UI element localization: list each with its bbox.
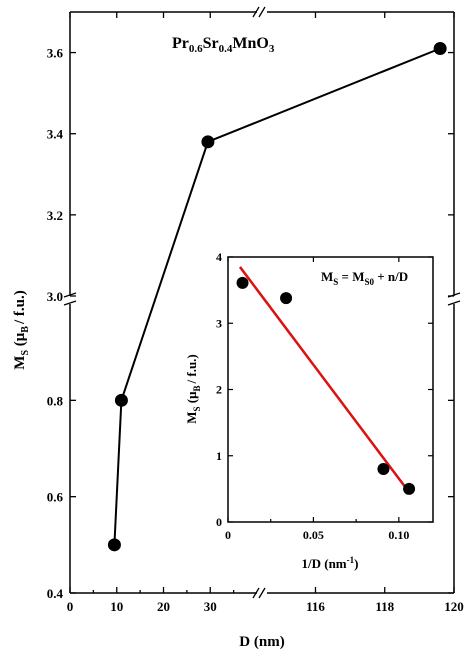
inset-points <box>236 276 416 495</box>
x-tick-label-116: 116 <box>306 599 325 614</box>
inset-x-tick-label-0.05: 0.05 <box>303 528 324 542</box>
x-tick-label-0: 0 <box>67 599 74 614</box>
inset-x-axis-label: 1/D (nm-1) <box>302 555 359 571</box>
main-series-points <box>107 42 447 552</box>
axis-breaks <box>63 6 461 599</box>
y-tick-label-0.6: 0.6 <box>47 490 64 505</box>
y-axis-label: MS (μB/ f.u.) <box>12 290 31 369</box>
inset-y-tick-label-4: 4 <box>216 250 222 264</box>
inset-x-tick-label-0.10: 0.10 <box>388 528 409 542</box>
chart-title: Pr0.6Sr0.4MnO3 <box>172 35 275 55</box>
x-tick-label-120: 120 <box>444 599 464 614</box>
inset-fit-line <box>238 266 411 493</box>
y-tick-label-0.8: 0.8 <box>47 393 64 408</box>
y-tick-label-3.2: 3.2 <box>47 208 63 223</box>
y-tick-label-3.0: 3.0 <box>47 289 63 304</box>
main-data-point <box>114 393 128 407</box>
x-tick-label-118: 118 <box>375 599 394 614</box>
inset-y-tick-label-1: 1 <box>216 449 222 463</box>
break-bottom <box>252 587 266 599</box>
inset-y-axis-label: MS (μB/ f.u.) <box>184 354 202 424</box>
inset-data-point <box>377 463 390 475</box>
x-axis-label: D (nm) <box>239 634 284 650</box>
x-tick-label-20: 20 <box>157 599 170 614</box>
inset-ticks <box>227 256 433 523</box>
inset-plot: 0 0.05 0.10 0 1 2 3 4 MS = MS0 + n/D 1/D (nm-1)… <box>184 250 434 571</box>
main-series <box>107 42 447 552</box>
inset-y-tick-label-3: 3 <box>216 316 222 330</box>
main-ticks <box>69 12 455 594</box>
inset-annotation: MS = MS0 + n/D <box>321 269 408 287</box>
main-data-point <box>107 538 121 552</box>
x-tick-label-10: 10 <box>110 599 123 614</box>
inset-y-tick-label-0: 0 <box>216 515 222 529</box>
inset-tick-labels: 0 0.05 0.10 0 1 2 3 4 <box>216 250 409 542</box>
inset-y-tick-label-2: 2 <box>216 383 222 397</box>
inset-x-tick-label-0: 0 <box>225 528 231 542</box>
break-left <box>63 292 77 306</box>
main-data-point <box>433 42 447 56</box>
y-tick-label-3.4: 3.4 <box>47 127 64 142</box>
break-top <box>252 6 266 18</box>
inset-data-point <box>236 276 249 289</box>
break-right <box>447 292 461 306</box>
y-tick-label-3.6: 3.6 <box>47 46 64 61</box>
main-data-point <box>201 135 215 149</box>
x-tick-label-30: 30 <box>204 599 217 614</box>
inset-data-point <box>280 292 293 305</box>
main-series-line <box>113 47 441 545</box>
inset-data-point <box>403 482 416 495</box>
y-tick-label-0.4: 0.4 <box>47 586 64 601</box>
